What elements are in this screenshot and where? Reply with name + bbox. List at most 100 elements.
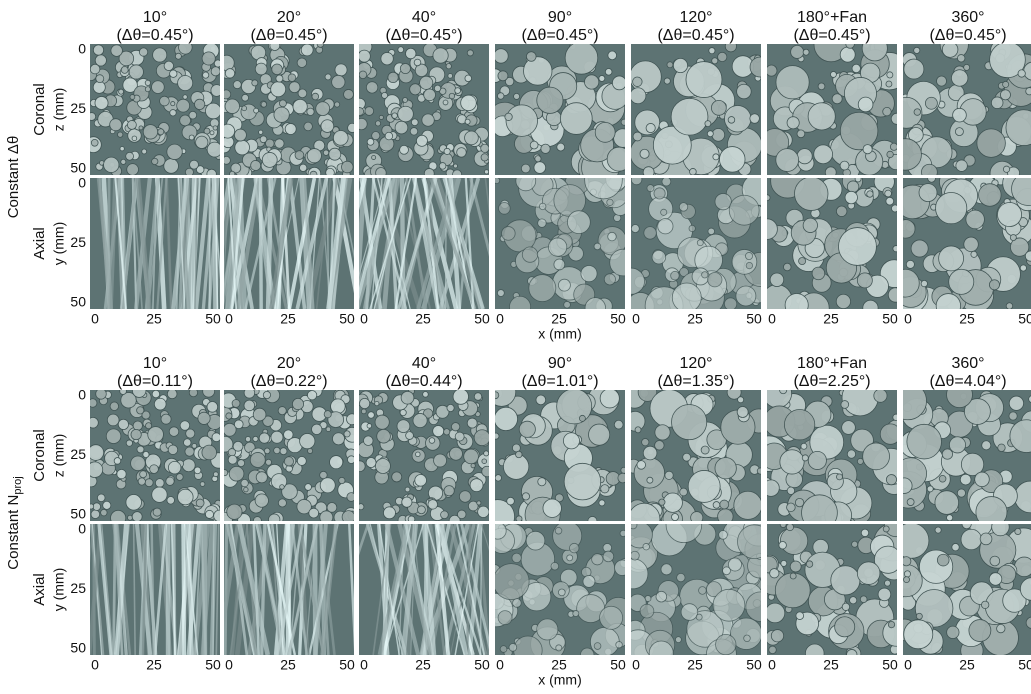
particle: [131, 456, 146, 471]
particle: [263, 391, 270, 398]
particle: [631, 174, 642, 185]
particle: [484, 451, 489, 456]
particle: [840, 47, 855, 62]
particle: [126, 495, 142, 511]
particle: [241, 479, 248, 486]
particle: [558, 279, 570, 291]
particle: [734, 491, 762, 519]
particle: [164, 61, 173, 70]
particle: [745, 252, 752, 259]
particle: [198, 412, 210, 424]
image-panel: [90, 178, 223, 309]
particle: [594, 243, 601, 250]
y-tick-label: 50: [70, 506, 86, 522]
particle: [153, 48, 167, 62]
particle: [234, 129, 246, 141]
particle: [914, 109, 921, 116]
particle: [289, 82, 300, 93]
particle: [836, 206, 847, 217]
particle: [852, 541, 858, 547]
particle: [276, 75, 283, 82]
particle: [168, 445, 178, 455]
particle: [101, 509, 108, 516]
particle: [451, 423, 459, 431]
particle: [356, 118, 367, 129]
particle: [278, 407, 286, 415]
particle: [228, 455, 237, 464]
particle: [372, 132, 380, 140]
particle: [366, 82, 377, 93]
particle: [672, 404, 707, 439]
particle: [339, 477, 345, 483]
particle: [750, 114, 760, 124]
particle: [791, 45, 804, 58]
particle: [222, 156, 230, 164]
particle: [516, 516, 522, 522]
particle: [433, 48, 448, 63]
particle: [763, 379, 792, 408]
particle: [260, 136, 267, 143]
x-tick-label: 25: [551, 657, 567, 673]
particle: [127, 120, 136, 129]
particle: [129, 65, 143, 79]
particle: [765, 603, 785, 623]
x-tick-label: 25: [415, 311, 431, 327]
y-tick-label: 50: [70, 294, 86, 310]
particle: [640, 149, 649, 158]
x-tick-label: 50: [610, 657, 626, 673]
particle: [509, 296, 530, 317]
particle: [555, 527, 562, 534]
group-label-sub: proj: [12, 476, 24, 494]
particle: [274, 107, 289, 122]
x-tick-label: 0: [632, 657, 640, 673]
column-step: (Δθ=0.45°): [929, 27, 1006, 44]
particle: [146, 423, 152, 429]
particle: [783, 263, 791, 271]
particle: [955, 128, 963, 136]
x-axis-label: x (mm): [538, 326, 582, 342]
y-tick-label: 50: [70, 160, 86, 176]
particle: [883, 107, 891, 115]
particle: [715, 457, 736, 478]
particle: [91, 139, 98, 146]
particle: [88, 113, 96, 121]
particle: [712, 129, 725, 142]
image-panel: [761, 28, 908, 178]
particle: [861, 529, 868, 536]
particle: [499, 203, 511, 215]
particle: [1020, 265, 1026, 271]
particle: [770, 273, 784, 287]
column-step: (Δθ=4.04°): [929, 373, 1006, 390]
particle: [883, 526, 889, 532]
particle: [280, 448, 287, 455]
particle: [222, 90, 231, 99]
x-tick-label: 0: [225, 311, 233, 327]
particle: [121, 159, 126, 164]
image-panel: [354, 39, 490, 180]
particle: [152, 81, 165, 94]
particle: [708, 228, 715, 235]
particle: [949, 269, 974, 294]
particle: [887, 151, 893, 157]
particle: [554, 259, 565, 270]
particle: [385, 132, 393, 140]
particle: [194, 467, 201, 474]
particle: [971, 251, 977, 257]
particle: [503, 454, 528, 479]
particle: [155, 479, 164, 488]
particle: [441, 511, 449, 519]
particle: [982, 441, 991, 450]
particle: [615, 560, 631, 576]
image-panel: [889, 382, 1031, 528]
particle: [928, 174, 936, 182]
particle: [842, 603, 849, 610]
particle: [787, 487, 794, 494]
particle: [702, 272, 708, 278]
particle: [106, 429, 121, 444]
column-angle: 360°: [951, 9, 984, 26]
particle: [629, 521, 637, 529]
particle: [457, 510, 466, 519]
particle: [356, 108, 364, 116]
particle: [640, 604, 654, 618]
particle: [145, 479, 153, 487]
